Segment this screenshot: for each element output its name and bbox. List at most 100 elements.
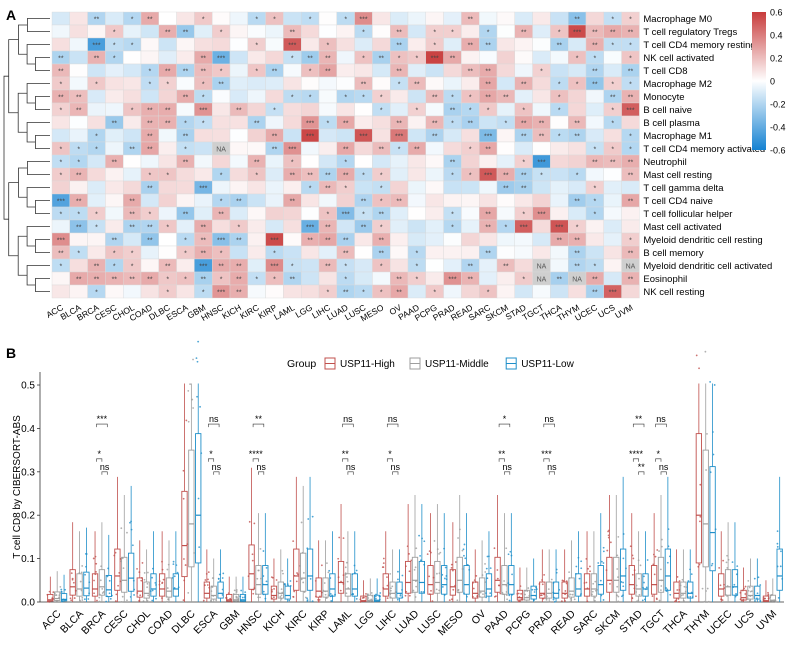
significance-marker: **	[201, 56, 207, 63]
dendrogram-branch	[35, 96, 50, 110]
heatmap-cell	[176, 37, 195, 52]
jitter-point	[607, 534, 610, 537]
heatmap-cell	[229, 76, 248, 91]
jitter-point	[472, 587, 475, 590]
heatmap-cell	[407, 154, 426, 169]
jitter-point	[98, 593, 101, 596]
jitter-point	[232, 593, 235, 595]
jitter-point	[744, 593, 747, 595]
jitter-point	[211, 586, 214, 588]
significance-marker: *	[131, 17, 134, 24]
jitter-point	[173, 587, 176, 589]
jitter-point	[660, 589, 662, 592]
heatmap-cell	[301, 271, 320, 286]
heatmap-cell	[603, 128, 622, 143]
significance-label: ns	[343, 414, 353, 424]
jitter-point	[342, 583, 345, 585]
significance-marker: **	[325, 264, 331, 271]
significance-marker: **	[129, 147, 135, 154]
jitter-point	[725, 561, 728, 564]
significance-marker: **	[76, 199, 82, 206]
jitter-point	[714, 528, 717, 531]
jitter-point	[205, 573, 208, 575]
jitter-point	[212, 595, 215, 597]
significance-marker: **	[574, 134, 580, 141]
heatmap-cell	[318, 128, 337, 143]
heatmap-cell	[158, 245, 177, 260]
dendrogram-branch	[18, 24, 28, 55]
significance-marker: *	[451, 30, 454, 37]
box	[210, 585, 217, 600]
box	[463, 565, 470, 595]
significance-marker: *	[576, 225, 579, 232]
jitter-point	[84, 552, 87, 555]
significance-marker: **	[396, 121, 402, 128]
jitter-point	[382, 586, 385, 589]
significance-marker: *	[576, 173, 579, 180]
significance-marker: **	[628, 30, 634, 37]
heatmap-cell	[211, 154, 231, 169]
jitter-point	[120, 600, 123, 603]
jitter-point	[69, 597, 72, 600]
heatmap-cell	[425, 141, 444, 156]
heatmap-cell	[585, 167, 604, 182]
boxplot: 0.00.10.20.30.40.5T cell CD8 by CIBERSOR…	[12, 340, 784, 638]
heatmap-cell	[158, 89, 177, 104]
jitter-point	[497, 584, 500, 587]
jitter-point	[499, 592, 502, 595]
jitter-point	[185, 419, 188, 422]
significance-marker: *	[380, 264, 383, 271]
jitter-point	[678, 600, 680, 603]
jitter-point	[243, 595, 246, 597]
jitter-point	[711, 431, 714, 433]
heatmap-cell	[372, 37, 391, 52]
jitter-point	[210, 590, 213, 592]
jitter-point	[165, 595, 168, 598]
jitter-point	[404, 565, 407, 568]
x-tick-label: LGG	[352, 608, 376, 632]
significance-marker: *	[558, 108, 561, 115]
heatmap-cell	[443, 141, 462, 156]
heatmap-cell	[211, 11, 231, 26]
jitter-point	[167, 598, 170, 601]
heatmap-cell	[390, 180, 409, 195]
heatmap-cell	[105, 89, 124, 104]
na-label: NA	[626, 264, 636, 271]
jitter-point	[639, 564, 642, 567]
box	[434, 560, 441, 594]
jitter-point	[520, 598, 523, 601]
jitter-point	[98, 600, 101, 603]
jitter-point	[152, 567, 154, 570]
jitter-point	[433, 540, 436, 542]
x-tick-label: ESCA	[191, 608, 220, 637]
jitter-point	[93, 592, 95, 595]
jitter-point	[129, 521, 131, 524]
heatmap-cell	[461, 24, 480, 39]
jitter-point	[710, 564, 713, 567]
jitter-point	[733, 583, 736, 586]
significance-marker: **	[183, 134, 189, 141]
jitter-point	[577, 556, 580, 559]
box	[136, 577, 143, 598]
jitter-point	[166, 587, 169, 589]
heatmap-cell	[568, 89, 587, 104]
significance-marker: ***	[573, 30, 581, 37]
significance-marker: *	[220, 251, 223, 258]
jitter-point	[282, 572, 284, 575]
jitter-point	[435, 588, 438, 591]
significance-marker: **	[58, 69, 64, 76]
jitter-point	[106, 595, 109, 598]
row-label: NK cell resting	[643, 287, 704, 298]
jitter-point	[99, 579, 102, 582]
heatmap-cell	[407, 24, 426, 39]
jitter-point	[136, 592, 139, 594]
jitter-point	[744, 585, 747, 588]
heatmap-cell	[443, 37, 462, 52]
significance-marker: *	[558, 82, 561, 89]
heatmap-cell	[247, 141, 266, 156]
box	[552, 581, 560, 599]
significance-marker: **	[201, 251, 207, 258]
significance-marker: *	[629, 17, 632, 24]
jitter-point	[463, 592, 465, 595]
jitter-point	[412, 589, 415, 592]
